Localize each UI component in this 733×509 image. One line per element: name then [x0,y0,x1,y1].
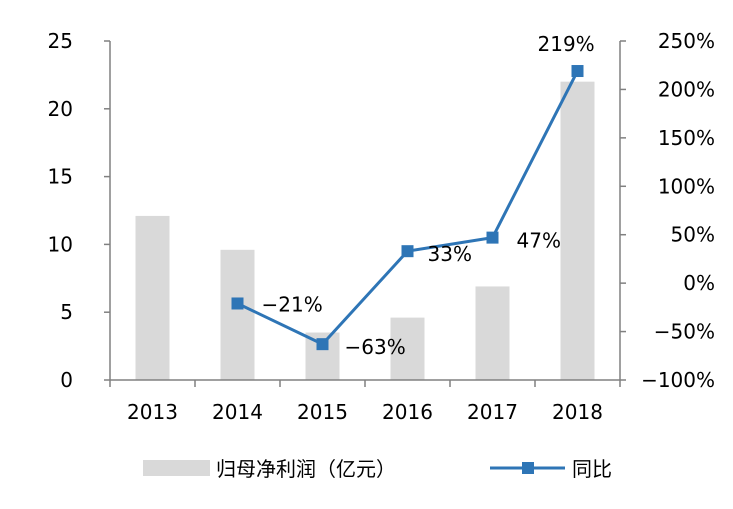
right-tick-label: 50% [671,223,715,247]
data-label-2017: 47% [517,229,561,253]
right-tick-label: 200% [658,77,715,101]
right-tick-label: 250% [658,29,715,53]
x-tick-label: 2014 [212,400,263,424]
x-tick-label: 2015 [297,400,348,424]
right-tick-label: 0% [683,271,715,295]
left-tick-label: 5 [60,300,73,324]
bar-2014 [220,249,255,380]
point-2014 [231,297,244,310]
point-2015 [316,338,329,351]
point-2016 [401,245,414,258]
bar-2016 [390,317,425,380]
legend: 归母净利润（亿元） 同比 [143,457,612,481]
data-label-2014: −21% [262,292,323,316]
left-tick-label: 0 [60,368,73,392]
right-tick-label: 100% [658,174,715,198]
x-tick-label: 2017 [467,400,518,424]
x-tick-label: 2016 [382,400,433,424]
left-tick-label: 25 [48,29,73,53]
bar-2018 [560,81,595,381]
data-label-2015: −63% [345,335,406,359]
right-tick-label: −100% [641,368,715,392]
legend-line-label: 同比 [572,457,612,481]
left-tick-label: 20 [48,97,73,121]
point-2018 [571,65,584,78]
data-label-2018: 219% [538,32,595,56]
point-2017 [486,231,499,244]
legend-bar-label: 归母净利润（亿元） [216,457,396,481]
x-tick-label: 2013 [127,400,178,424]
legend-line-marker [522,462,534,474]
right-tick-label: −50% [654,320,715,344]
legend-bar-swatch [143,460,210,476]
data-label-2016: 33% [428,242,472,266]
bar-2017 [475,286,510,380]
left-tick-label: 15 [48,165,73,189]
left-tick-label: 10 [48,232,73,256]
x-tick-label: 2018 [552,400,603,424]
right-tick-label: 150% [658,126,715,150]
bar-2013 [135,215,170,380]
